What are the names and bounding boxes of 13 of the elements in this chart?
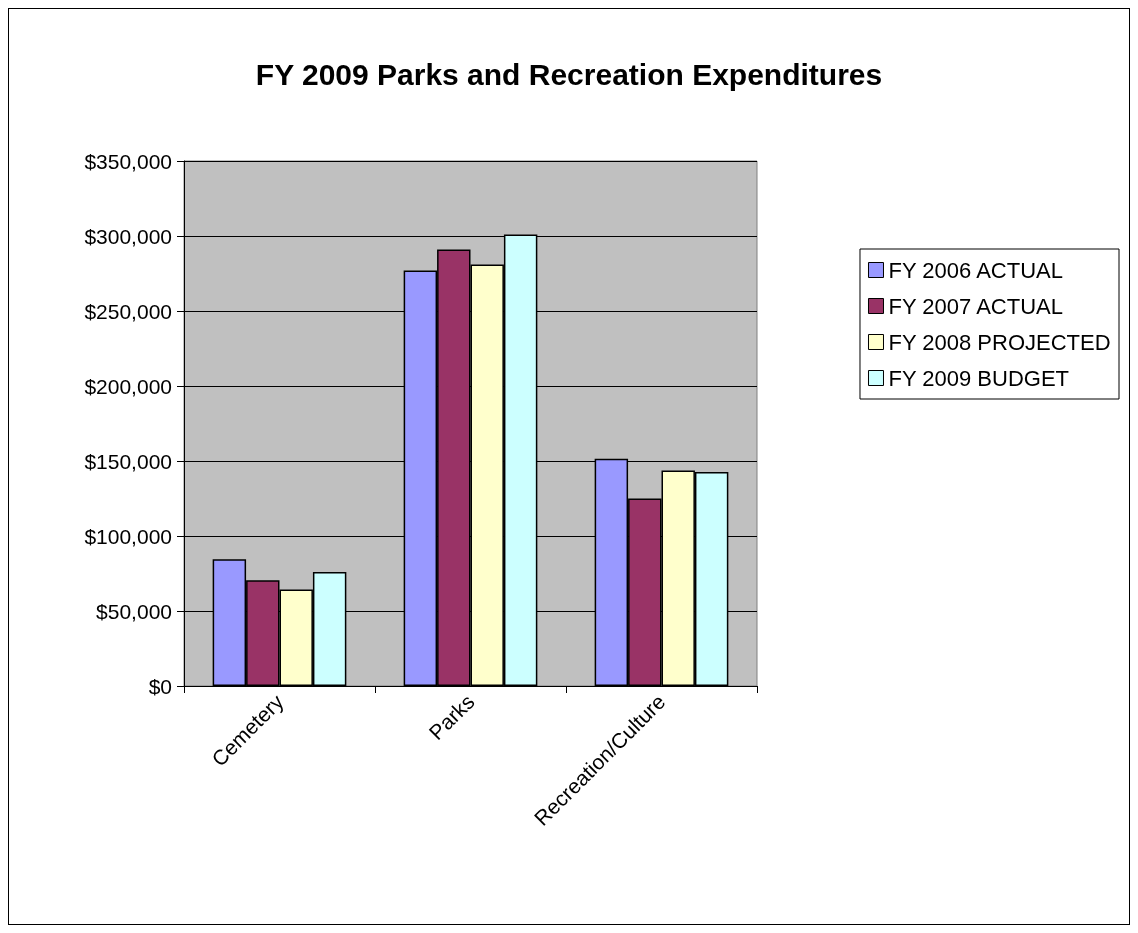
y-tick-label: $200,000 <box>84 374 172 398</box>
y-tick-label: $300,000 <box>84 224 172 248</box>
chart-title: FY 2009 Parks and Recreation Expenditures <box>255 57 883 91</box>
legend-label: FY 2009 BUDGET <box>888 365 1070 391</box>
y-tick-label: $50,000 <box>96 599 172 623</box>
y-tick-label: $150,000 <box>84 449 172 473</box>
y-tick-label: $100,000 <box>84 524 172 548</box>
legend-label: FY 2008 PROJECTED <box>888 329 1111 355</box>
legend-label: FY 2007 ACTUAL <box>888 293 1063 319</box>
legend-label: FY 2006 ACTUAL <box>888 257 1063 283</box>
y-tick-label: $0 <box>148 674 172 698</box>
y-tick-label: $250,000 <box>84 299 172 323</box>
y-tick-label: $350,000 <box>84 149 172 173</box>
